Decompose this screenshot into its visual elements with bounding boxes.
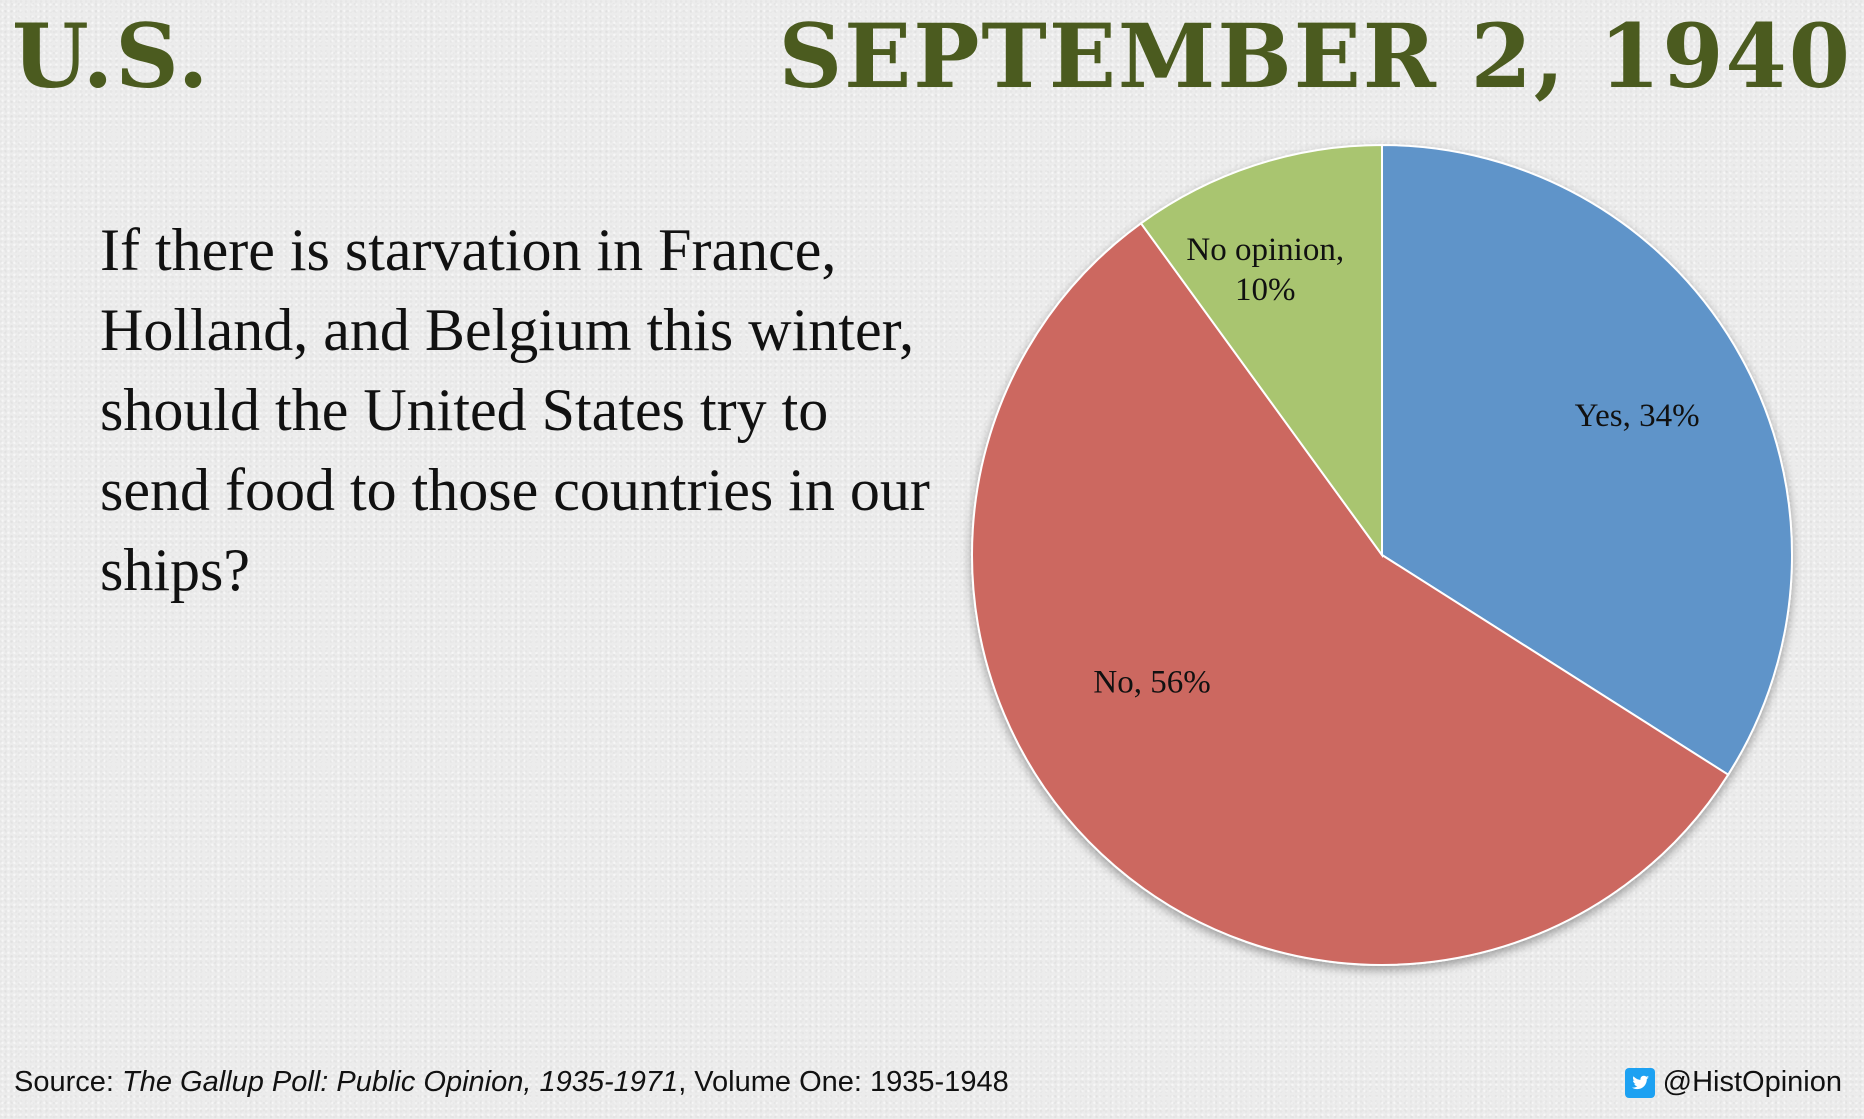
slice-label: No opinion, 10% xyxy=(1186,232,1344,308)
source-suffix: , Volume One: 1935-1948 xyxy=(678,1066,1009,1098)
handle-text[interactable]: @HistOpinion xyxy=(1662,1066,1842,1098)
pie-slice xyxy=(1381,143,1793,777)
country-title: U.S. xyxy=(12,4,211,108)
date-title: SEPTEMBER 2, 1940 xyxy=(778,4,1852,108)
slice-label: Yes, 34% xyxy=(1575,398,1700,434)
slice-label: No, 56% xyxy=(1093,664,1210,700)
source-prefix: Source: xyxy=(14,1066,122,1098)
pie-slice xyxy=(970,221,1730,966)
twitter-icon xyxy=(1624,1067,1655,1098)
pie-slice xyxy=(1139,143,1383,559)
poll-question: If there is starvation in France, Hollan… xyxy=(100,217,930,603)
source-citation: Source: The Gallup Poll: Public Opinion,… xyxy=(14,1066,1009,1099)
source-title: The Gallup Poll: Public Opinion, 1935-19… xyxy=(122,1066,679,1098)
twitter-handle[interactable]: @HistOpinion xyxy=(1624,1066,1842,1099)
